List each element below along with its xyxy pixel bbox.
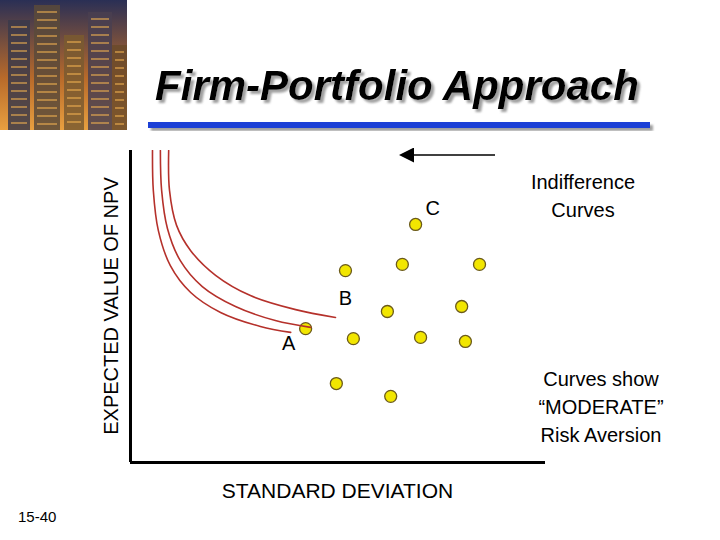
svg-text:“MODERATE”: “MODERATE” (538, 396, 663, 418)
svg-text:Curves: Curves (551, 199, 614, 221)
svg-text:Risk Aversion: Risk Aversion (541, 424, 662, 446)
svg-text:Curves show: Curves show (543, 368, 659, 390)
svg-text:EXPECTED VALUE OF NPV: EXPECTED VALUE OF NPV (100, 177, 122, 435)
svg-text:Indifference: Indifference (531, 171, 635, 193)
svg-text:C: C (425, 197, 439, 219)
svg-text:STANDARD DEVIATION: STANDARD DEVIATION (222, 479, 453, 502)
svg-text:Firm-Portfolio Approach: Firm-Portfolio Approach (155, 62, 639, 109)
svg-text:B: B (339, 287, 352, 309)
svg-text:15-40: 15-40 (18, 508, 56, 525)
svg-text:A: A (282, 332, 296, 354)
